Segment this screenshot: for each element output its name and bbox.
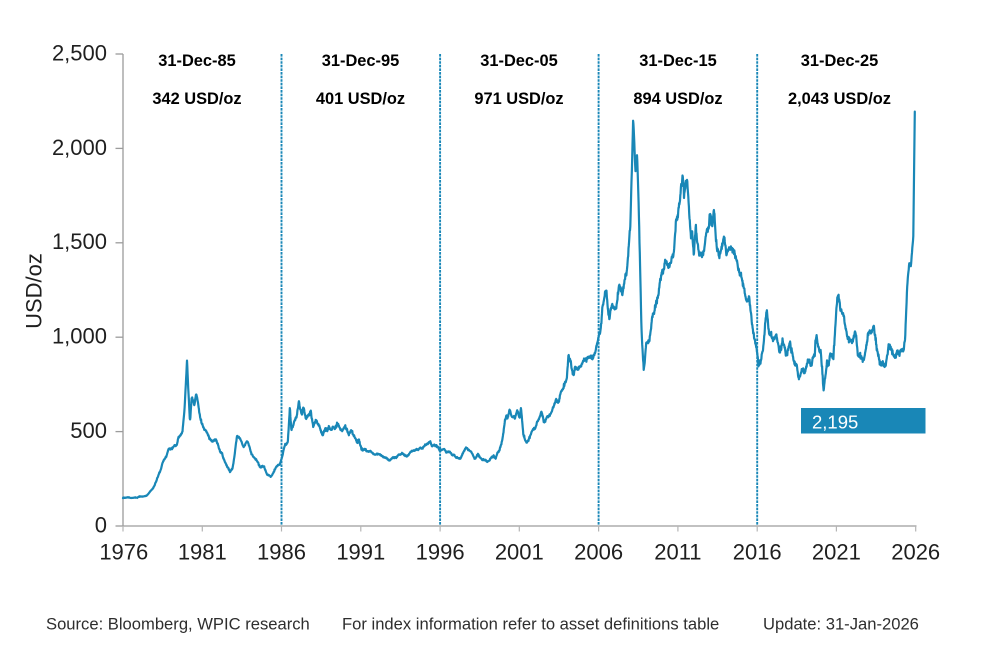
- svg-text:USD/oz: USD/oz: [22, 253, 47, 329]
- svg-text:1976: 1976: [99, 540, 148, 565]
- svg-text:2011: 2011: [654, 540, 701, 565]
- svg-text:2,000: 2,000: [52, 135, 107, 160]
- svg-text:1981: 1981: [178, 540, 227, 565]
- svg-text:2,500: 2,500: [52, 40, 107, 65]
- svg-text:0: 0: [95, 512, 107, 537]
- svg-text:401 USD/oz: 401 USD/oz: [316, 90, 405, 108]
- svg-text:1,000: 1,000: [52, 324, 107, 349]
- svg-text:31-Dec-85: 31-Dec-85: [158, 52, 235, 70]
- svg-text:2016: 2016: [733, 540, 782, 565]
- svg-text:2006: 2006: [574, 540, 623, 565]
- svg-text:For index information refer to: For index information refer to asset def…: [342, 614, 719, 633]
- svg-text:894 USD/oz: 894 USD/oz: [633, 90, 722, 108]
- svg-text:2,195: 2,195: [812, 412, 858, 433]
- svg-text:971 USD/oz: 971 USD/oz: [474, 90, 563, 108]
- svg-text:342 USD/oz: 342 USD/oz: [152, 90, 241, 108]
- svg-text:2001: 2001: [495, 540, 544, 565]
- svg-text:1991: 1991: [336, 540, 385, 565]
- svg-text:1996: 1996: [416, 540, 465, 565]
- svg-text:31-Dec-95: 31-Dec-95: [322, 52, 399, 70]
- svg-text:1986: 1986: [257, 540, 306, 565]
- svg-text:31-Dec-05: 31-Dec-05: [480, 52, 557, 70]
- svg-text:Source: Bloomberg, WPIC resear: Source: Bloomberg, WPIC research: [46, 614, 310, 633]
- svg-text:31-Dec-15: 31-Dec-15: [639, 52, 716, 70]
- svg-text:1,500: 1,500: [52, 229, 107, 254]
- svg-text:31-Dec-25: 31-Dec-25: [801, 52, 878, 70]
- svg-text:500: 500: [70, 418, 107, 443]
- svg-text:Update: 31-Jan-2026: Update: 31-Jan-2026: [763, 614, 919, 633]
- svg-text:2,043 USD/oz: 2,043 USD/oz: [788, 90, 891, 108]
- svg-text:2026: 2026: [891, 540, 940, 565]
- svg-text:2021: 2021: [812, 540, 861, 565]
